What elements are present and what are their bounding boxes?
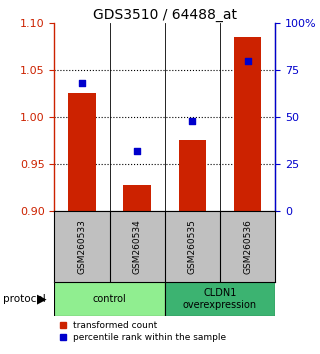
Point (135, 148, 140, 154)
Point (245, 58, 250, 63)
Text: ▶: ▶ (37, 293, 46, 306)
Text: GSM260534: GSM260534 (133, 219, 142, 274)
Bar (124, 184, 151, 211)
Point (79, 80, 84, 86)
Bar (165, 282, 275, 316)
Text: protocol: protocol (3, 294, 46, 304)
Title: GDS3510 / 64488_at: GDS3510 / 64488_at (93, 8, 237, 22)
Text: control: control (93, 294, 126, 304)
Point (190, 118, 195, 124)
Text: CLDN1
overexpression: CLDN1 overexpression (183, 289, 257, 310)
Bar (234, 37, 261, 211)
Text: GSM260536: GSM260536 (243, 219, 252, 274)
Bar (54, 282, 165, 316)
Bar (179, 141, 206, 211)
Bar (68, 93, 96, 211)
Legend: transformed count, percentile rank within the sample: transformed count, percentile rank withi… (59, 320, 228, 343)
Text: GSM260535: GSM260535 (188, 219, 197, 274)
Text: GSM260533: GSM260533 (77, 219, 86, 274)
